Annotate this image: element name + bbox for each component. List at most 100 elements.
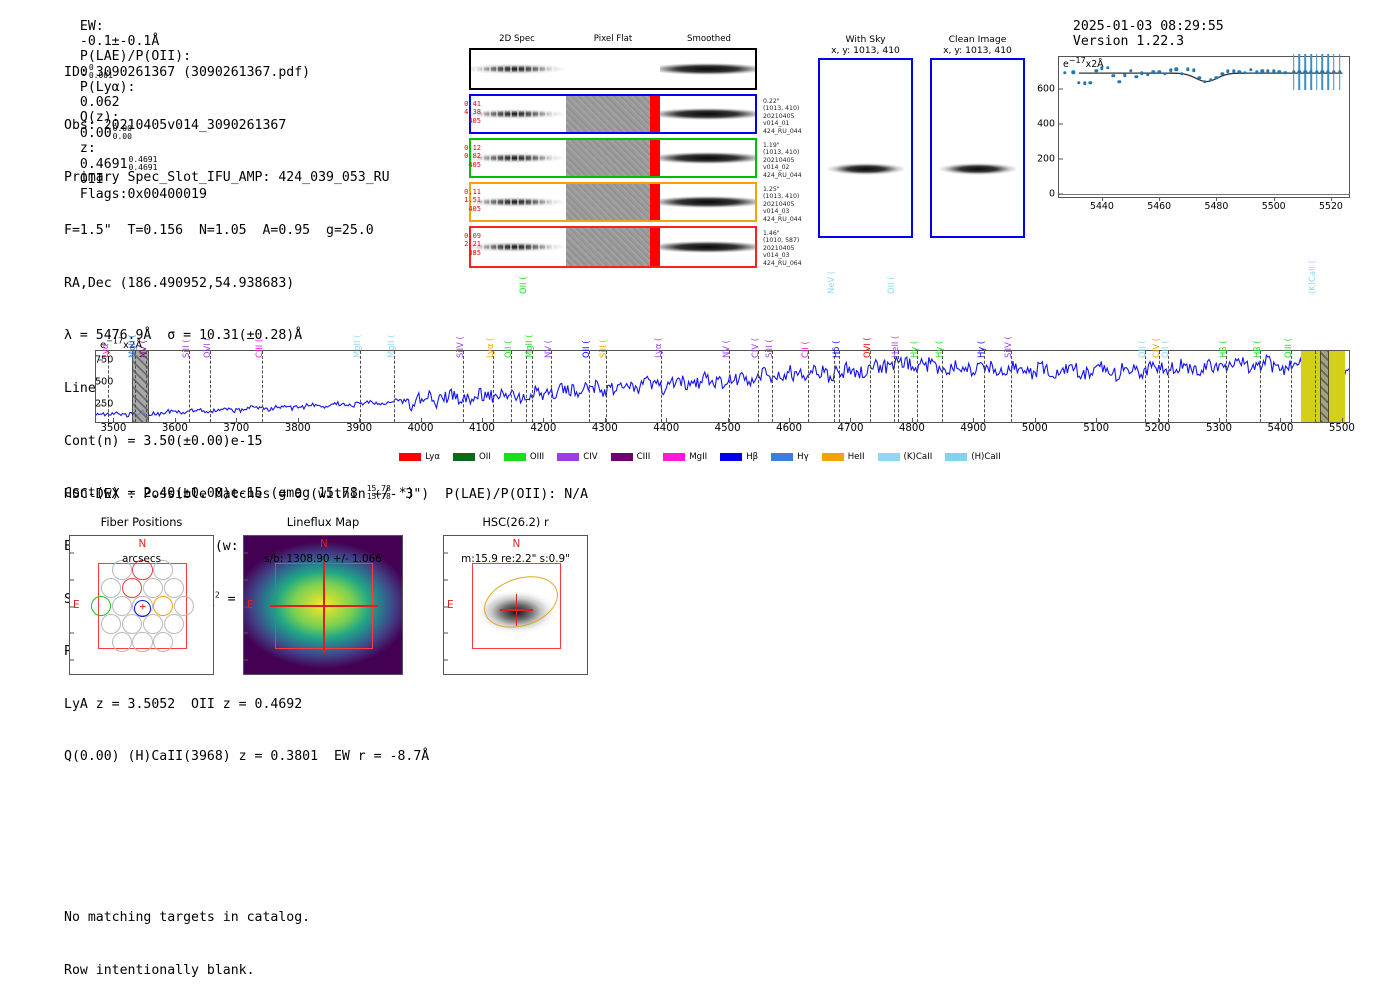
spec2d-segment (565, 140, 651, 176)
spec2d-row[interactable]: 0.09 2.21 385 1.46" (1010, 587) 20210405 v014_… (464, 226, 802, 268)
spec2d-row[interactable]: 0.12 0.82 405 1.19" (1013, 410) 20210405 v014_… (464, 138, 802, 179)
panel-xtick: 4 (195, 674, 201, 675)
fiber-circle[interactable] (142, 578, 163, 599)
zoom-plot-datapoint (1151, 70, 1156, 74)
panel-xtick: 4 (382, 674, 388, 675)
flags-value: Flags:0x00400019 (79, 187, 207, 202)
zoom-plot-datapoint (1203, 79, 1207, 84)
spec2d-row[interactable]: 0.41 4.38 405 0.22" (1013, 410) 20210405 v014_… (464, 94, 802, 135)
panel-ytick: -4 (444, 659, 448, 661)
spec2d-segment (471, 50, 566, 88)
plae-value: 0 (79, 65, 88, 80)
zoom-plot-datapoint (1105, 66, 1110, 70)
fiber-circle[interactable] (122, 578, 143, 599)
fiber-circle[interactable] (132, 631, 153, 652)
panel-ytick: 4 (444, 552, 449, 554)
fiber-circle[interactable] (142, 613, 163, 634)
spec2d-row[interactable]: 0.11 1.51 405 1.25" (1013, 410) 20210405 v014_… (464, 182, 802, 223)
lineflux-map-image[interactable]: -4 -2 0 2 4 -4 -2 0 2 4 N E (243, 535, 403, 675)
spec2d-row-info: (1013, 410) (763, 193, 800, 201)
spectrum-ytick: 500 (95, 376, 113, 387)
zoom-plot-datapoint (1237, 70, 1242, 74)
cutout-clean-image-view[interactable] (930, 58, 1025, 238)
spec2d-row-metric: 2.21 (464, 240, 481, 249)
fiber-circle[interactable] (122, 613, 143, 634)
legend-item: MgII (663, 452, 707, 462)
panel-ytick: 0 (70, 606, 75, 607)
fiber-circle[interactable] (163, 578, 184, 599)
spectrum-line-marker (1145, 351, 1147, 422)
panel-ytick: 2 (444, 579, 449, 581)
panel-xtick: 2 (541, 674, 547, 675)
legend-item: CIII (610, 452, 650, 462)
fiber-circle[interactable] (90, 595, 111, 617)
spec2d-segment (650, 184, 661, 220)
legend-swatch (945, 453, 968, 461)
fiber-circle[interactable] (163, 613, 184, 634)
spectrum-line-marker (771, 351, 773, 422)
spectrum-line-marker (209, 351, 211, 422)
spectrum-xtick: 5000 (1021, 418, 1048, 434)
fiber-circle[interactable] (153, 560, 174, 581)
spectrum-line-marker (532, 351, 534, 422)
fiber-circle[interactable] (101, 613, 122, 634)
cutout-clean-image[interactable]: Clean Image x, y: 1013, 410 (930, 34, 1025, 238)
full-spectrum-panel[interactable]: e−17x2Å Lyα MgII (NV (SiII (OVI (CIII (Mg… (40, 260, 1360, 472)
spectrum-line-marker (360, 351, 362, 422)
spectrum-line-marker (107, 351, 109, 422)
qz-value: 0.00 (79, 126, 112, 141)
panel-xtick: 2 (352, 674, 358, 675)
spectrum-line-marker (1158, 351, 1160, 422)
fiber-circle[interactable] (174, 595, 195, 617)
cutout-with-sky[interactable]: With Sky x, y: 1013, 410 (818, 34, 913, 238)
field-box (471, 562, 562, 650)
zoom-plot-datapoint (1277, 69, 1282, 74)
legend-item: (H)CaII (945, 452, 1001, 462)
fiber-circle[interactable] (153, 631, 174, 652)
spectrum-xtick: 4100 (468, 418, 495, 434)
legend-label: MgII (689, 452, 708, 462)
fiber-circle[interactable] (153, 595, 174, 617)
spec2d-segment (471, 228, 566, 266)
spec2d-row-info: 0.22" (763, 98, 780, 105)
spectrum-xtick: 4300 (591, 418, 618, 434)
legend-item: HeII (821, 452, 865, 462)
target-crosshair: + (139, 600, 147, 614)
compass-north-label: N (512, 538, 521, 550)
spec2d-row-metric: 0.09 (464, 232, 481, 240)
info-cont-n: Cont(n) = 3.50(±0.00)e-15 (64, 433, 263, 449)
spectrum-line-marker (808, 351, 810, 422)
panel-ytick: 4 (70, 552, 75, 554)
z-value: 0.4691 (79, 157, 128, 172)
info-q-caii: Q(0.00) (H)CaII(3968) z = 0.3801 EW r = … (64, 749, 430, 765)
fiber-circle[interactable] (111, 631, 132, 652)
spec2d-row-info: 424_RU_044 (763, 215, 802, 223)
fiber-circle[interactable] (111, 595, 132, 617)
cutout-with-sky-image[interactable] (818, 58, 913, 238)
gmag-top: 15.78 (366, 484, 391, 494)
fiber-circle[interactable] (111, 560, 132, 581)
spectrum-xtick: 4500 (714, 418, 741, 434)
spectrum-line-label: CIII ( (253, 338, 264, 358)
hsc-r-image[interactable]: -4 -2 0 2 4 -4 -2 0 2 4 N E (443, 535, 588, 675)
spectrum-line-marker (1011, 351, 1013, 422)
legend-swatch (663, 453, 686, 461)
target-aperture-circle (133, 600, 152, 618)
info-redshifts: LyA z = 3.5052 OII z = 0.4692 (64, 696, 303, 712)
plae-label: P(LAE)/P(OII): (79, 49, 192, 64)
zoom-line-plot[interactable]: e−17x2Å 0 200 400 600 5440 5460 5480 5500 5520 (1036, 52, 1366, 222)
fiber-circle[interactable] (132, 560, 153, 581)
spectrum-line-label: Hδ ( (831, 340, 842, 358)
fiber-circle[interactable] (101, 578, 122, 599)
spectrum-trace (96, 354, 1349, 418)
zoom-plot-datapoint (1134, 75, 1138, 79)
spectrum-xtick: 3800 (284, 418, 311, 434)
spectrum-xtick: 4200 (530, 418, 557, 434)
legend-label: Hβ (746, 452, 759, 462)
fiber-positions-image[interactable]: -4 -2 0 2 4 -4 -2 0 2 4 N E + (69, 535, 214, 675)
spec2d-row-info: (1010, 587) (763, 237, 800, 245)
spectrum-line-label: Hβ ( (1218, 340, 1229, 358)
zoom-plot-ytick: 200 (1037, 153, 1063, 164)
spec2d-row[interactable] (469, 48, 757, 90)
z-sup: 0.4691 (128, 155, 158, 164)
